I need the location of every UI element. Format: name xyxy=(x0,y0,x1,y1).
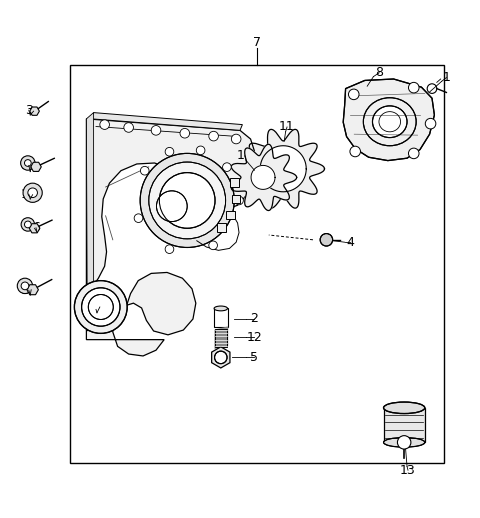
Circle shape xyxy=(165,148,174,156)
Circle shape xyxy=(235,196,243,205)
Text: 16: 16 xyxy=(21,284,36,297)
Circle shape xyxy=(82,288,120,326)
Text: 7: 7 xyxy=(253,36,261,50)
Circle shape xyxy=(24,221,31,228)
Circle shape xyxy=(124,123,133,132)
Text: 14: 14 xyxy=(21,188,36,200)
Text: 11: 11 xyxy=(279,121,295,134)
Circle shape xyxy=(28,188,37,197)
Circle shape xyxy=(151,125,161,135)
Text: 3: 3 xyxy=(25,104,33,117)
Circle shape xyxy=(141,166,149,175)
Polygon shape xyxy=(251,165,275,190)
Circle shape xyxy=(88,295,113,320)
Bar xyxy=(214,308,228,327)
Ellipse shape xyxy=(384,438,425,447)
Polygon shape xyxy=(27,285,38,295)
Text: 6: 6 xyxy=(32,221,40,234)
Polygon shape xyxy=(86,112,94,331)
Text: 5: 5 xyxy=(251,351,258,364)
Circle shape xyxy=(165,245,174,253)
Ellipse shape xyxy=(384,402,425,413)
Polygon shape xyxy=(31,162,41,171)
Circle shape xyxy=(100,120,109,130)
Circle shape xyxy=(21,282,29,290)
Text: 10: 10 xyxy=(237,149,253,162)
Circle shape xyxy=(149,162,226,239)
Circle shape xyxy=(21,156,35,170)
Circle shape xyxy=(196,146,205,155)
Circle shape xyxy=(134,214,143,223)
Ellipse shape xyxy=(214,306,228,311)
Text: 1: 1 xyxy=(443,71,450,84)
Text: 8: 8 xyxy=(375,66,383,79)
Circle shape xyxy=(408,82,419,93)
Circle shape xyxy=(74,281,127,334)
Circle shape xyxy=(159,172,215,228)
Polygon shape xyxy=(29,224,40,233)
Polygon shape xyxy=(242,130,324,208)
Text: 4: 4 xyxy=(347,236,354,249)
Circle shape xyxy=(209,132,218,141)
Text: 12: 12 xyxy=(247,330,262,344)
Bar xyxy=(226,210,235,219)
Text: 15: 15 xyxy=(21,159,37,172)
Ellipse shape xyxy=(363,98,416,146)
Polygon shape xyxy=(91,112,242,131)
Circle shape xyxy=(427,84,437,93)
Circle shape xyxy=(24,160,31,166)
Polygon shape xyxy=(30,107,39,116)
Text: 2: 2 xyxy=(251,312,258,325)
Bar xyxy=(217,223,226,232)
Circle shape xyxy=(23,183,42,203)
Polygon shape xyxy=(86,119,254,356)
Bar xyxy=(232,195,240,204)
Circle shape xyxy=(223,163,231,171)
Circle shape xyxy=(140,153,234,248)
Circle shape xyxy=(215,351,227,364)
Polygon shape xyxy=(231,145,297,210)
Polygon shape xyxy=(260,146,306,192)
Polygon shape xyxy=(343,79,434,161)
Circle shape xyxy=(350,146,360,157)
Bar xyxy=(230,178,239,186)
Polygon shape xyxy=(212,347,230,368)
Bar xyxy=(215,329,227,348)
Circle shape xyxy=(408,148,419,159)
Circle shape xyxy=(397,436,411,449)
Circle shape xyxy=(156,191,187,222)
Circle shape xyxy=(17,278,33,294)
Circle shape xyxy=(209,241,217,250)
Bar xyxy=(384,408,425,442)
Text: 9: 9 xyxy=(92,303,100,316)
Circle shape xyxy=(231,134,241,144)
Bar xyxy=(70,65,444,463)
Ellipse shape xyxy=(372,106,407,138)
Circle shape xyxy=(180,128,190,138)
Text: 13: 13 xyxy=(400,464,416,477)
Circle shape xyxy=(425,118,436,129)
Circle shape xyxy=(320,234,333,246)
Circle shape xyxy=(348,89,359,99)
Circle shape xyxy=(21,218,35,231)
